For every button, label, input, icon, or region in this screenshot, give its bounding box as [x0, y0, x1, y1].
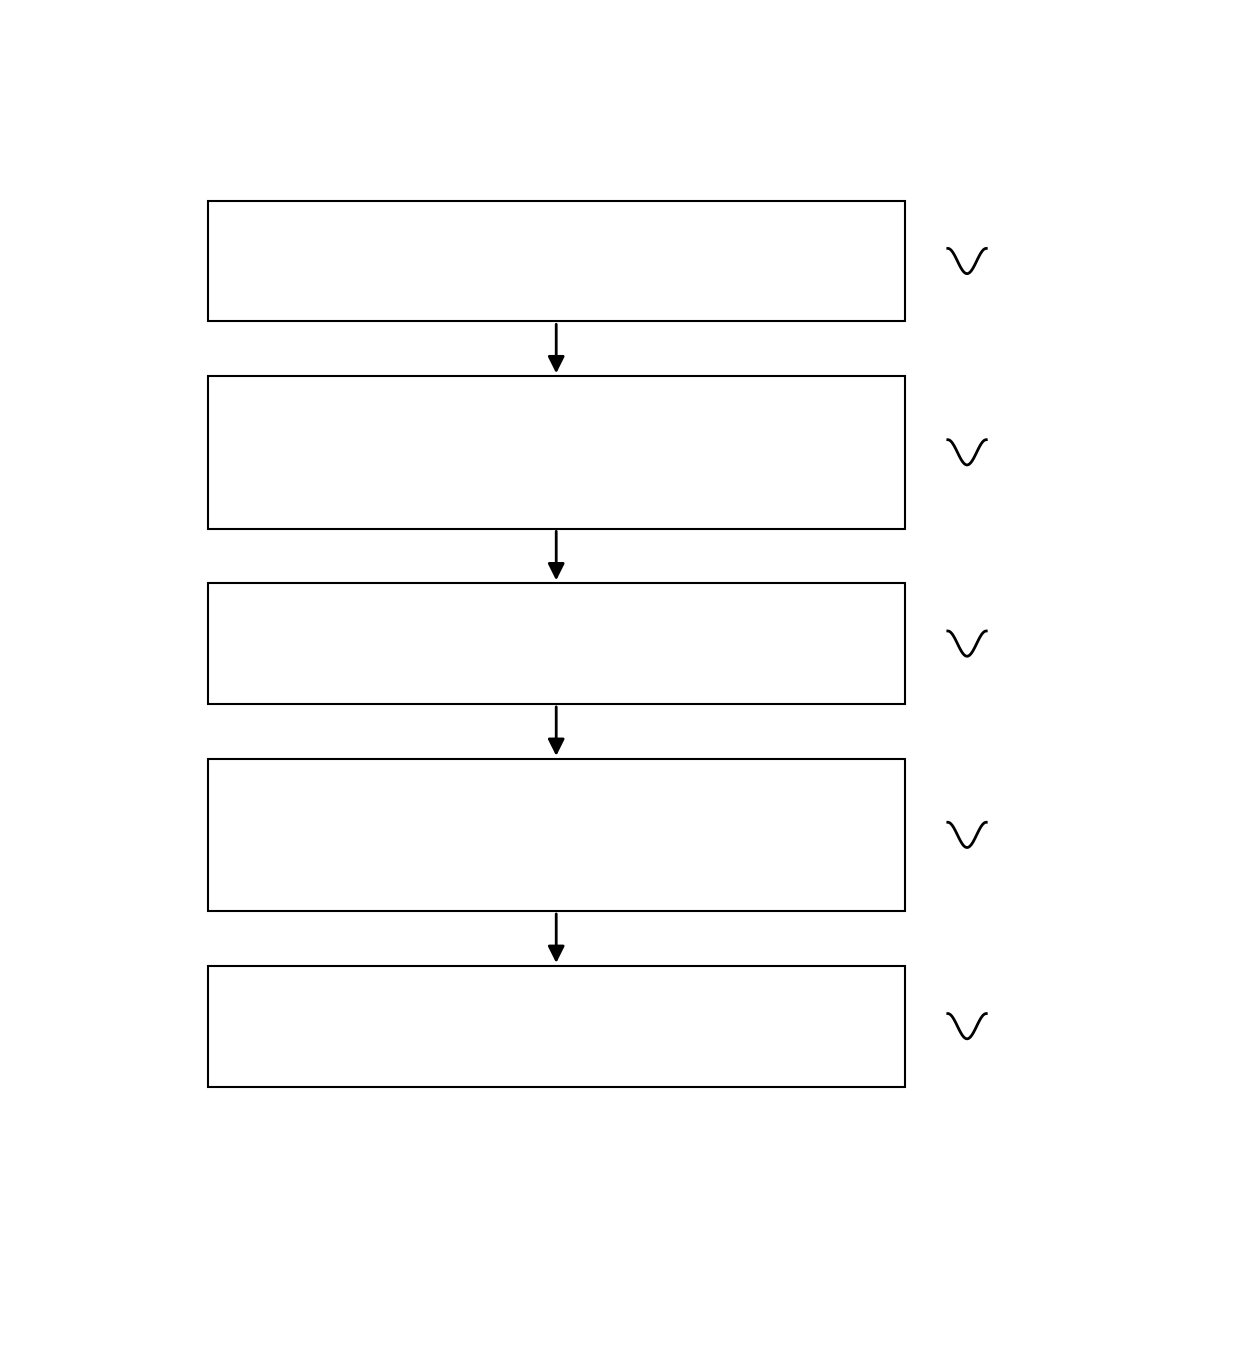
Bar — [208, 377, 905, 528]
Bar — [208, 759, 905, 910]
Bar — [208, 966, 905, 1087]
Bar — [208, 583, 905, 704]
Bar — [208, 201, 905, 322]
